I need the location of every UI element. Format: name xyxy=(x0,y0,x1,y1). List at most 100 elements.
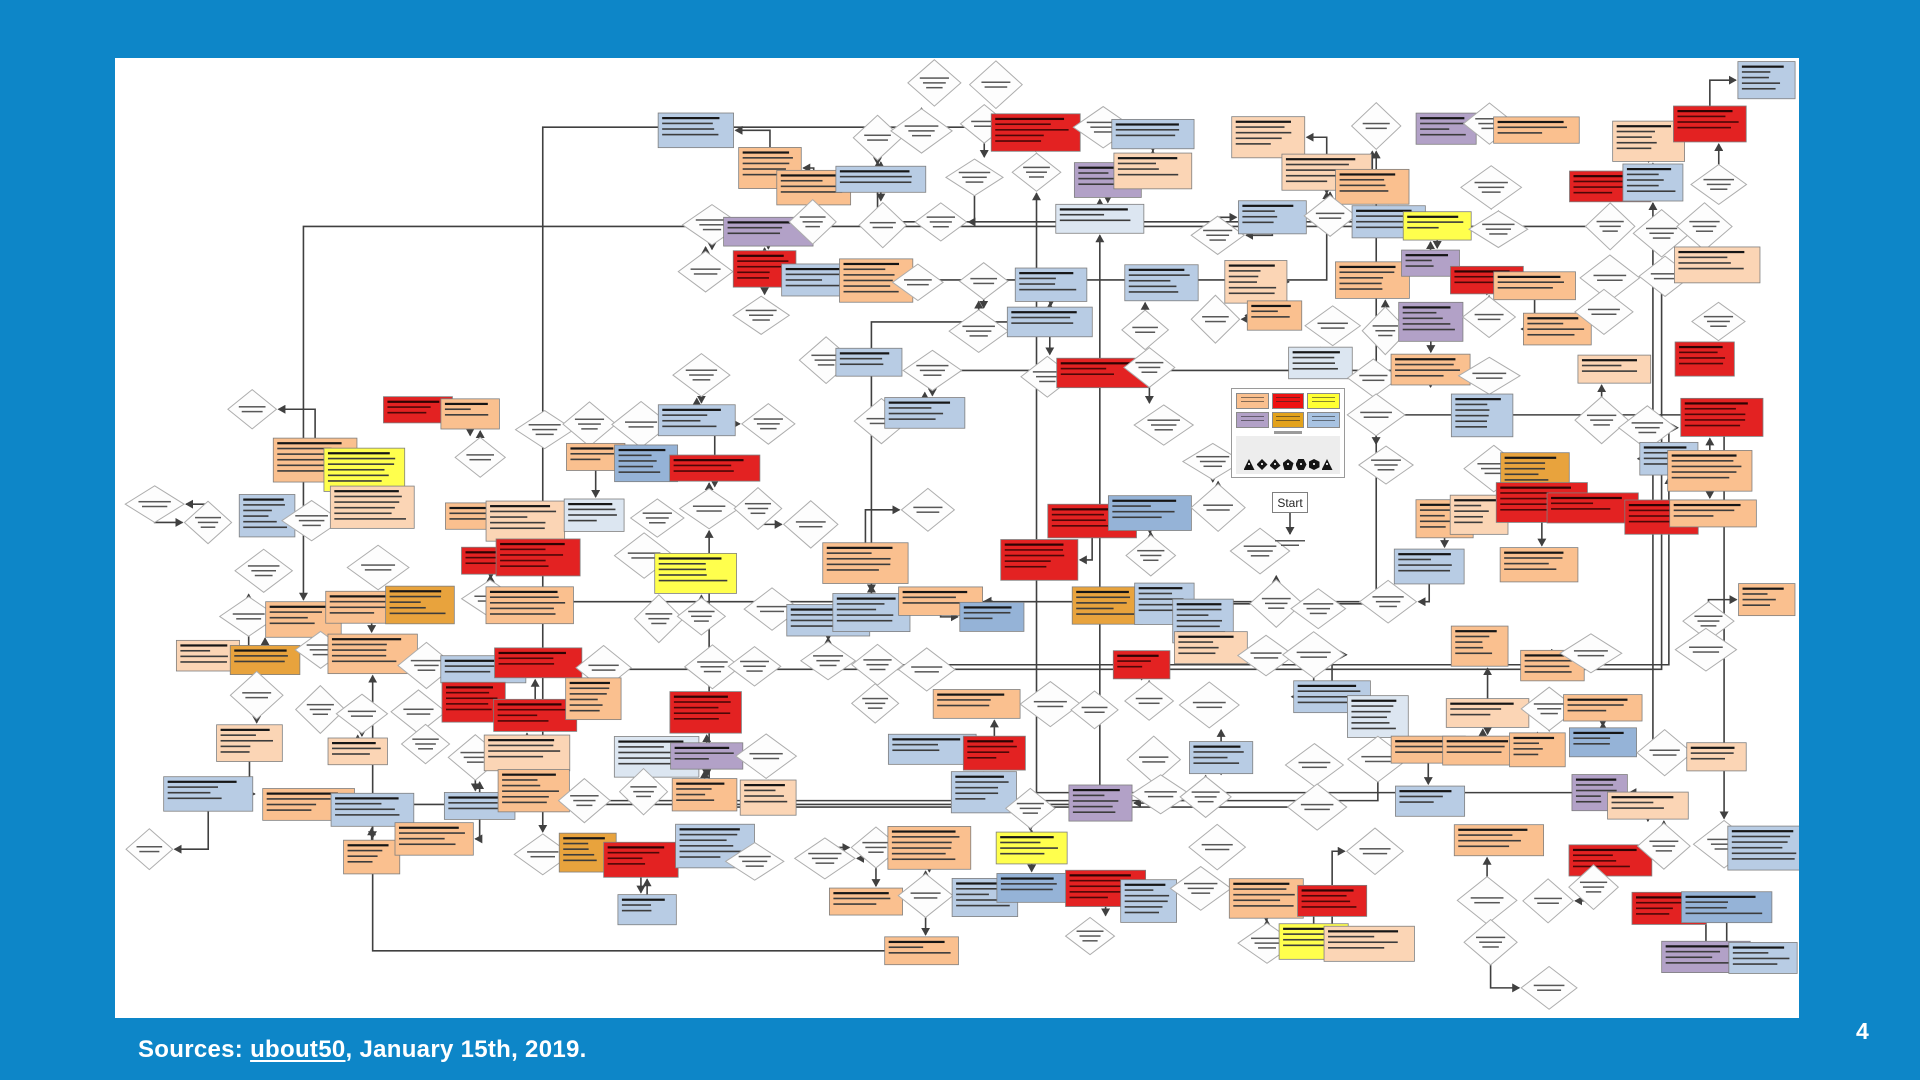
diamond-text-line xyxy=(242,692,272,694)
box-text-line xyxy=(1051,519,1106,522)
diamond-text-line xyxy=(1533,703,1565,705)
class-box xyxy=(1686,742,1747,772)
diamond-text-line xyxy=(1379,605,1397,608)
box-text-line xyxy=(1455,426,1488,428)
diamond-text-line xyxy=(403,708,434,711)
box-text-line xyxy=(836,614,894,616)
diamond-text-line xyxy=(1320,327,1345,329)
diamond-text-line xyxy=(1652,845,1676,847)
box-text-line xyxy=(1285,158,1356,161)
diamond-text-line xyxy=(1304,808,1330,811)
box-text-line xyxy=(1011,322,1074,324)
decision-diamond xyxy=(1682,601,1735,642)
diamond-text-line xyxy=(1533,984,1565,987)
box-text-line xyxy=(1004,549,1063,551)
diamond-shape xyxy=(1461,295,1517,339)
decision-diamond xyxy=(234,548,294,593)
box-shape xyxy=(1071,586,1143,625)
decision-diamond xyxy=(677,250,734,293)
box-text-line xyxy=(570,447,614,450)
box-text-line xyxy=(1112,510,1175,513)
diamond-text-line xyxy=(1296,651,1331,654)
box-text-line xyxy=(1351,699,1397,702)
decision-diamond xyxy=(852,114,903,161)
box-text-line xyxy=(1124,911,1160,914)
box-text-line xyxy=(329,606,408,609)
class-box xyxy=(1347,695,1409,738)
box-text-line xyxy=(1398,558,1432,561)
box-text-line xyxy=(1072,800,1119,802)
diamond-text-line xyxy=(1076,930,1104,932)
diamond-shape xyxy=(227,388,278,430)
decision-diamond xyxy=(851,643,904,686)
class-box xyxy=(1112,650,1171,680)
box-text-line xyxy=(1628,520,1675,523)
decision-diamond xyxy=(850,683,900,724)
box-text-line xyxy=(618,454,652,457)
diamond-text-line xyxy=(1303,603,1334,605)
box-text-line xyxy=(902,590,968,594)
diamond-text-line xyxy=(1194,796,1217,798)
box-text-line xyxy=(1741,76,1769,79)
box-text-line xyxy=(742,173,783,176)
sources-link[interactable]: ubout50 xyxy=(250,1036,346,1063)
diamond-shape xyxy=(852,114,903,161)
diamond-text-line xyxy=(750,512,766,515)
diamond-text-line xyxy=(1318,217,1342,219)
diamond-text-line xyxy=(1250,555,1270,557)
page-number: 4 xyxy=(1856,1018,1869,1044)
box-text-line xyxy=(1643,457,1684,460)
box-text-line xyxy=(1527,322,1564,325)
box-text-line xyxy=(1731,830,1794,833)
box-text-line xyxy=(1228,270,1261,272)
box-shape xyxy=(654,552,737,594)
diamond-text-line xyxy=(1363,416,1389,418)
diamond-text-line xyxy=(1032,371,1062,373)
box-text-line xyxy=(618,751,681,754)
box-text-line xyxy=(465,551,509,554)
diamond-text-line xyxy=(815,862,835,864)
diamond-text-line xyxy=(1707,838,1741,841)
diamond-text-line xyxy=(690,268,721,270)
class-box xyxy=(1667,450,1753,492)
box-text-line xyxy=(490,527,545,530)
diamond-shape xyxy=(454,436,507,478)
box-text-line xyxy=(448,807,503,810)
class-box xyxy=(1107,495,1192,531)
diamond-text-line xyxy=(1250,652,1282,654)
box-text-line xyxy=(826,569,879,571)
diamond-text-line xyxy=(916,511,940,513)
box-text-line xyxy=(167,786,218,788)
diamond-text-line xyxy=(1154,429,1173,431)
diamond-text-line xyxy=(866,663,889,666)
decision-diamond xyxy=(1574,396,1630,445)
class-box xyxy=(1674,341,1735,377)
diamond-text-line xyxy=(969,335,988,337)
diamond-shape xyxy=(1190,294,1241,344)
box-text-line xyxy=(1611,801,1654,804)
box-text-line xyxy=(1454,521,1483,524)
decision-diamond xyxy=(454,436,507,478)
box-text-line xyxy=(785,273,849,276)
box-text-line xyxy=(1019,272,1074,275)
class-box xyxy=(1674,246,1761,284)
diamond-text-line xyxy=(1573,650,1608,652)
box-text-line xyxy=(1193,762,1240,764)
box-text-line xyxy=(502,795,549,798)
box-text-line xyxy=(1684,424,1741,427)
box-text-line xyxy=(327,452,390,455)
diamond-shape xyxy=(335,693,389,735)
class-box xyxy=(1612,120,1685,162)
box-text-line xyxy=(1504,462,1546,464)
diamond-text-line xyxy=(364,569,392,571)
diamond-text-line xyxy=(747,507,769,510)
box-text-line xyxy=(1072,788,1120,792)
box-text-line xyxy=(444,414,489,416)
box-text-line xyxy=(1575,800,1602,803)
class-box xyxy=(216,724,283,762)
diamond-text-line xyxy=(1139,756,1169,758)
diamond-text-line xyxy=(1602,230,1618,232)
class-box xyxy=(832,593,911,633)
box-text-line xyxy=(180,649,211,652)
d12-die-icon xyxy=(1282,459,1294,470)
